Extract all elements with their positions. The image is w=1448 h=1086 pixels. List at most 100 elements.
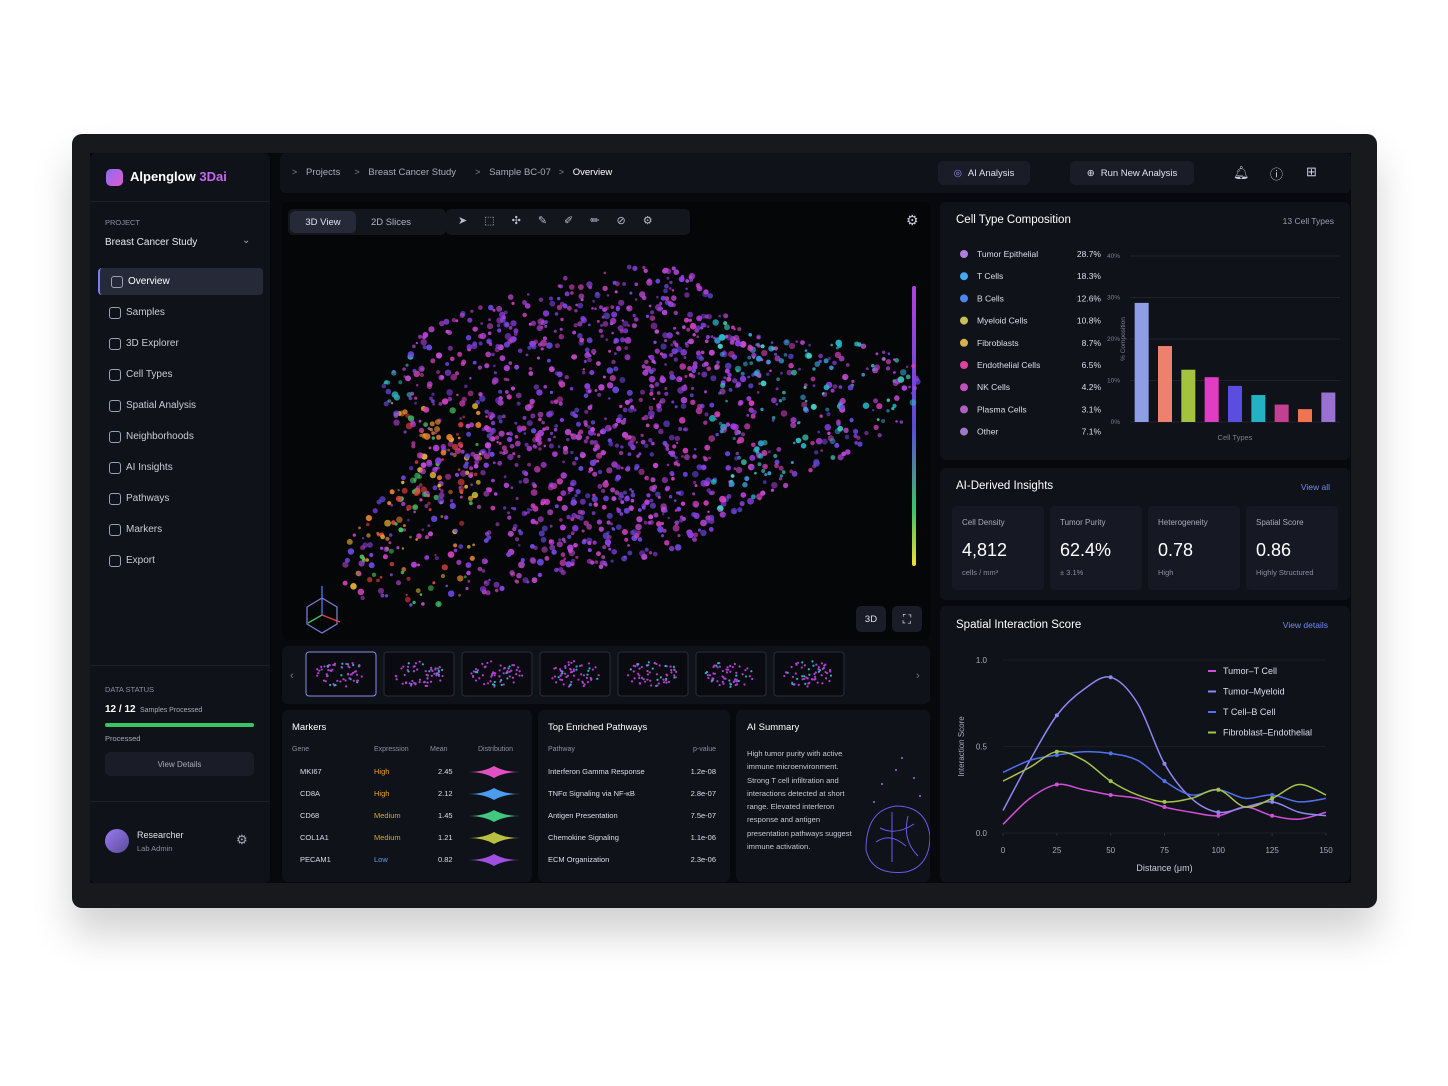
cell-dot [684, 292, 690, 298]
x-tick-label: 50 [1106, 846, 1115, 855]
breadcrumb[interactable]: Sample BC-07 [489, 167, 551, 178]
cell-dot [589, 370, 595, 376]
thumbnail[interactable] [383, 651, 455, 697]
cell-dot [480, 470, 486, 476]
nav-item[interactable]: Export [98, 547, 263, 574]
fullscreen-button[interactable]: ⛶ [892, 606, 922, 632]
cell-dot [570, 500, 576, 506]
3d-mode-button[interactable]: 3D [856, 606, 886, 632]
thumb-dot [829, 674, 833, 677]
cell-dot [414, 460, 419, 464]
nav-item[interactable]: Cell Types [98, 361, 263, 388]
cell-dot [732, 509, 737, 514]
cell-dot [734, 456, 739, 461]
logo [106, 169, 123, 186]
cell-dot [420, 486, 427, 493]
cell-dot [498, 430, 505, 437]
apps-icon[interactable]: ⊞ [1306, 164, 1317, 179]
nav-item[interactable]: Pathways [98, 485, 263, 512]
cell-dot [725, 334, 729, 338]
cell-dot [775, 403, 779, 406]
view-all-link[interactable]: View all [1300, 482, 1330, 492]
cell-dot [630, 498, 635, 503]
card-label: Cell Density [962, 518, 1005, 527]
pathways-panel: Top Enriched Pathways Pathway p-value Inte… [538, 710, 730, 882]
cell-dot [424, 535, 429, 540]
cell-dot [640, 439, 646, 445]
bar [1298, 409, 1312, 422]
cell-dot [428, 446, 432, 450]
thumb-dot [585, 676, 588, 680]
tab-2d-slices[interactable]: 2D Slices [370, 216, 412, 228]
cell-dot [447, 441, 454, 447]
pathway-name: ECM Organization [548, 855, 610, 864]
breadcrumb[interactable]: Overview [572, 167, 613, 178]
cell-dot [885, 366, 891, 371]
breadcrumb[interactable]: Projects [306, 167, 341, 178]
nav-item[interactable]: Samples [98, 299, 263, 326]
thumb-dot [564, 665, 567, 668]
cell-dot [547, 437, 552, 442]
view-details-button[interactable]: View Details [105, 752, 254, 776]
cell-dot [531, 428, 537, 434]
cell-dot [905, 365, 909, 369]
nav-item[interactable]: Spatial Analysis [98, 392, 263, 419]
viewer-settings[interactable]: ⚙ [906, 212, 919, 228]
mean: 2.45 [438, 767, 453, 776]
cell-dot [611, 311, 618, 318]
cell-dot [396, 516, 403, 523]
settings-icon[interactable]: ⚙ [236, 832, 248, 847]
view-details-link[interactable]: View details [1282, 620, 1328, 630]
thumbnail[interactable] [695, 651, 767, 697]
project-select[interactable]: Breast Cancer Study [105, 237, 198, 248]
cell-dot [843, 427, 849, 433]
cell-dot [498, 442, 502, 445]
thumbnail[interactable] [305, 651, 377, 697]
cell-dot [428, 508, 432, 512]
expression: Medium [374, 833, 401, 842]
cell-dot [557, 296, 561, 301]
thumbnail[interactable] [539, 651, 611, 697]
cell-dot [524, 442, 529, 447]
cell-dot [596, 551, 601, 557]
notifications-icon[interactable]: 🔔︎ [1233, 165, 1250, 180]
nav-item[interactable]: 3D Explorer [98, 330, 263, 357]
cell-dot [574, 309, 578, 313]
cell-dot [564, 375, 569, 380]
nav-item[interactable]: AI Insights [98, 454, 263, 481]
cell-dot [714, 363, 720, 370]
nav-item[interactable]: Markers [98, 516, 263, 543]
cell-dot [499, 451, 503, 455]
cell-dot [750, 413, 756, 419]
bar [1181, 369, 1196, 422]
cell-dot [671, 295, 677, 301]
help-icon[interactable]: ⓘ [1270, 167, 1284, 182]
cell-dot [623, 555, 627, 559]
cell-dot [596, 459, 600, 463]
cell-dot [665, 447, 670, 451]
cell-dot [398, 380, 403, 385]
cell-dot [402, 409, 408, 415]
ai-analysis-button[interactable]: ◎ AI Analysis [938, 161, 1030, 185]
thumbnail[interactable] [461, 651, 533, 697]
cell-dot [688, 338, 694, 345]
tool-bar[interactable]: ➤⬚✣✎✐✏⊘⚙ [446, 209, 690, 235]
cell-dot [467, 495, 474, 501]
cell-dot [844, 434, 850, 440]
thumbnail[interactable] [617, 651, 689, 697]
cell-dot [684, 374, 688, 378]
cell-dot [644, 499, 650, 506]
breadcrumb[interactable]: Breast Cancer Study [368, 167, 457, 178]
bar [1204, 377, 1219, 422]
cell-dot [499, 585, 505, 591]
nav-item[interactable]: Overview [98, 268, 263, 295]
cell-dot [578, 293, 585, 300]
run-analysis-button[interactable]: ⊕ Run New Analysis [1070, 161, 1194, 185]
cell-dot [423, 422, 428, 427]
tab-3d-view[interactable]: 3D View [290, 211, 356, 233]
nav-item[interactable]: Neighborhoods [98, 423, 263, 450]
cell-dot [536, 356, 540, 360]
cell-dot [872, 409, 875, 412]
cell-dot [383, 401, 389, 407]
x-axis-label: Cell Types [1218, 433, 1253, 442]
